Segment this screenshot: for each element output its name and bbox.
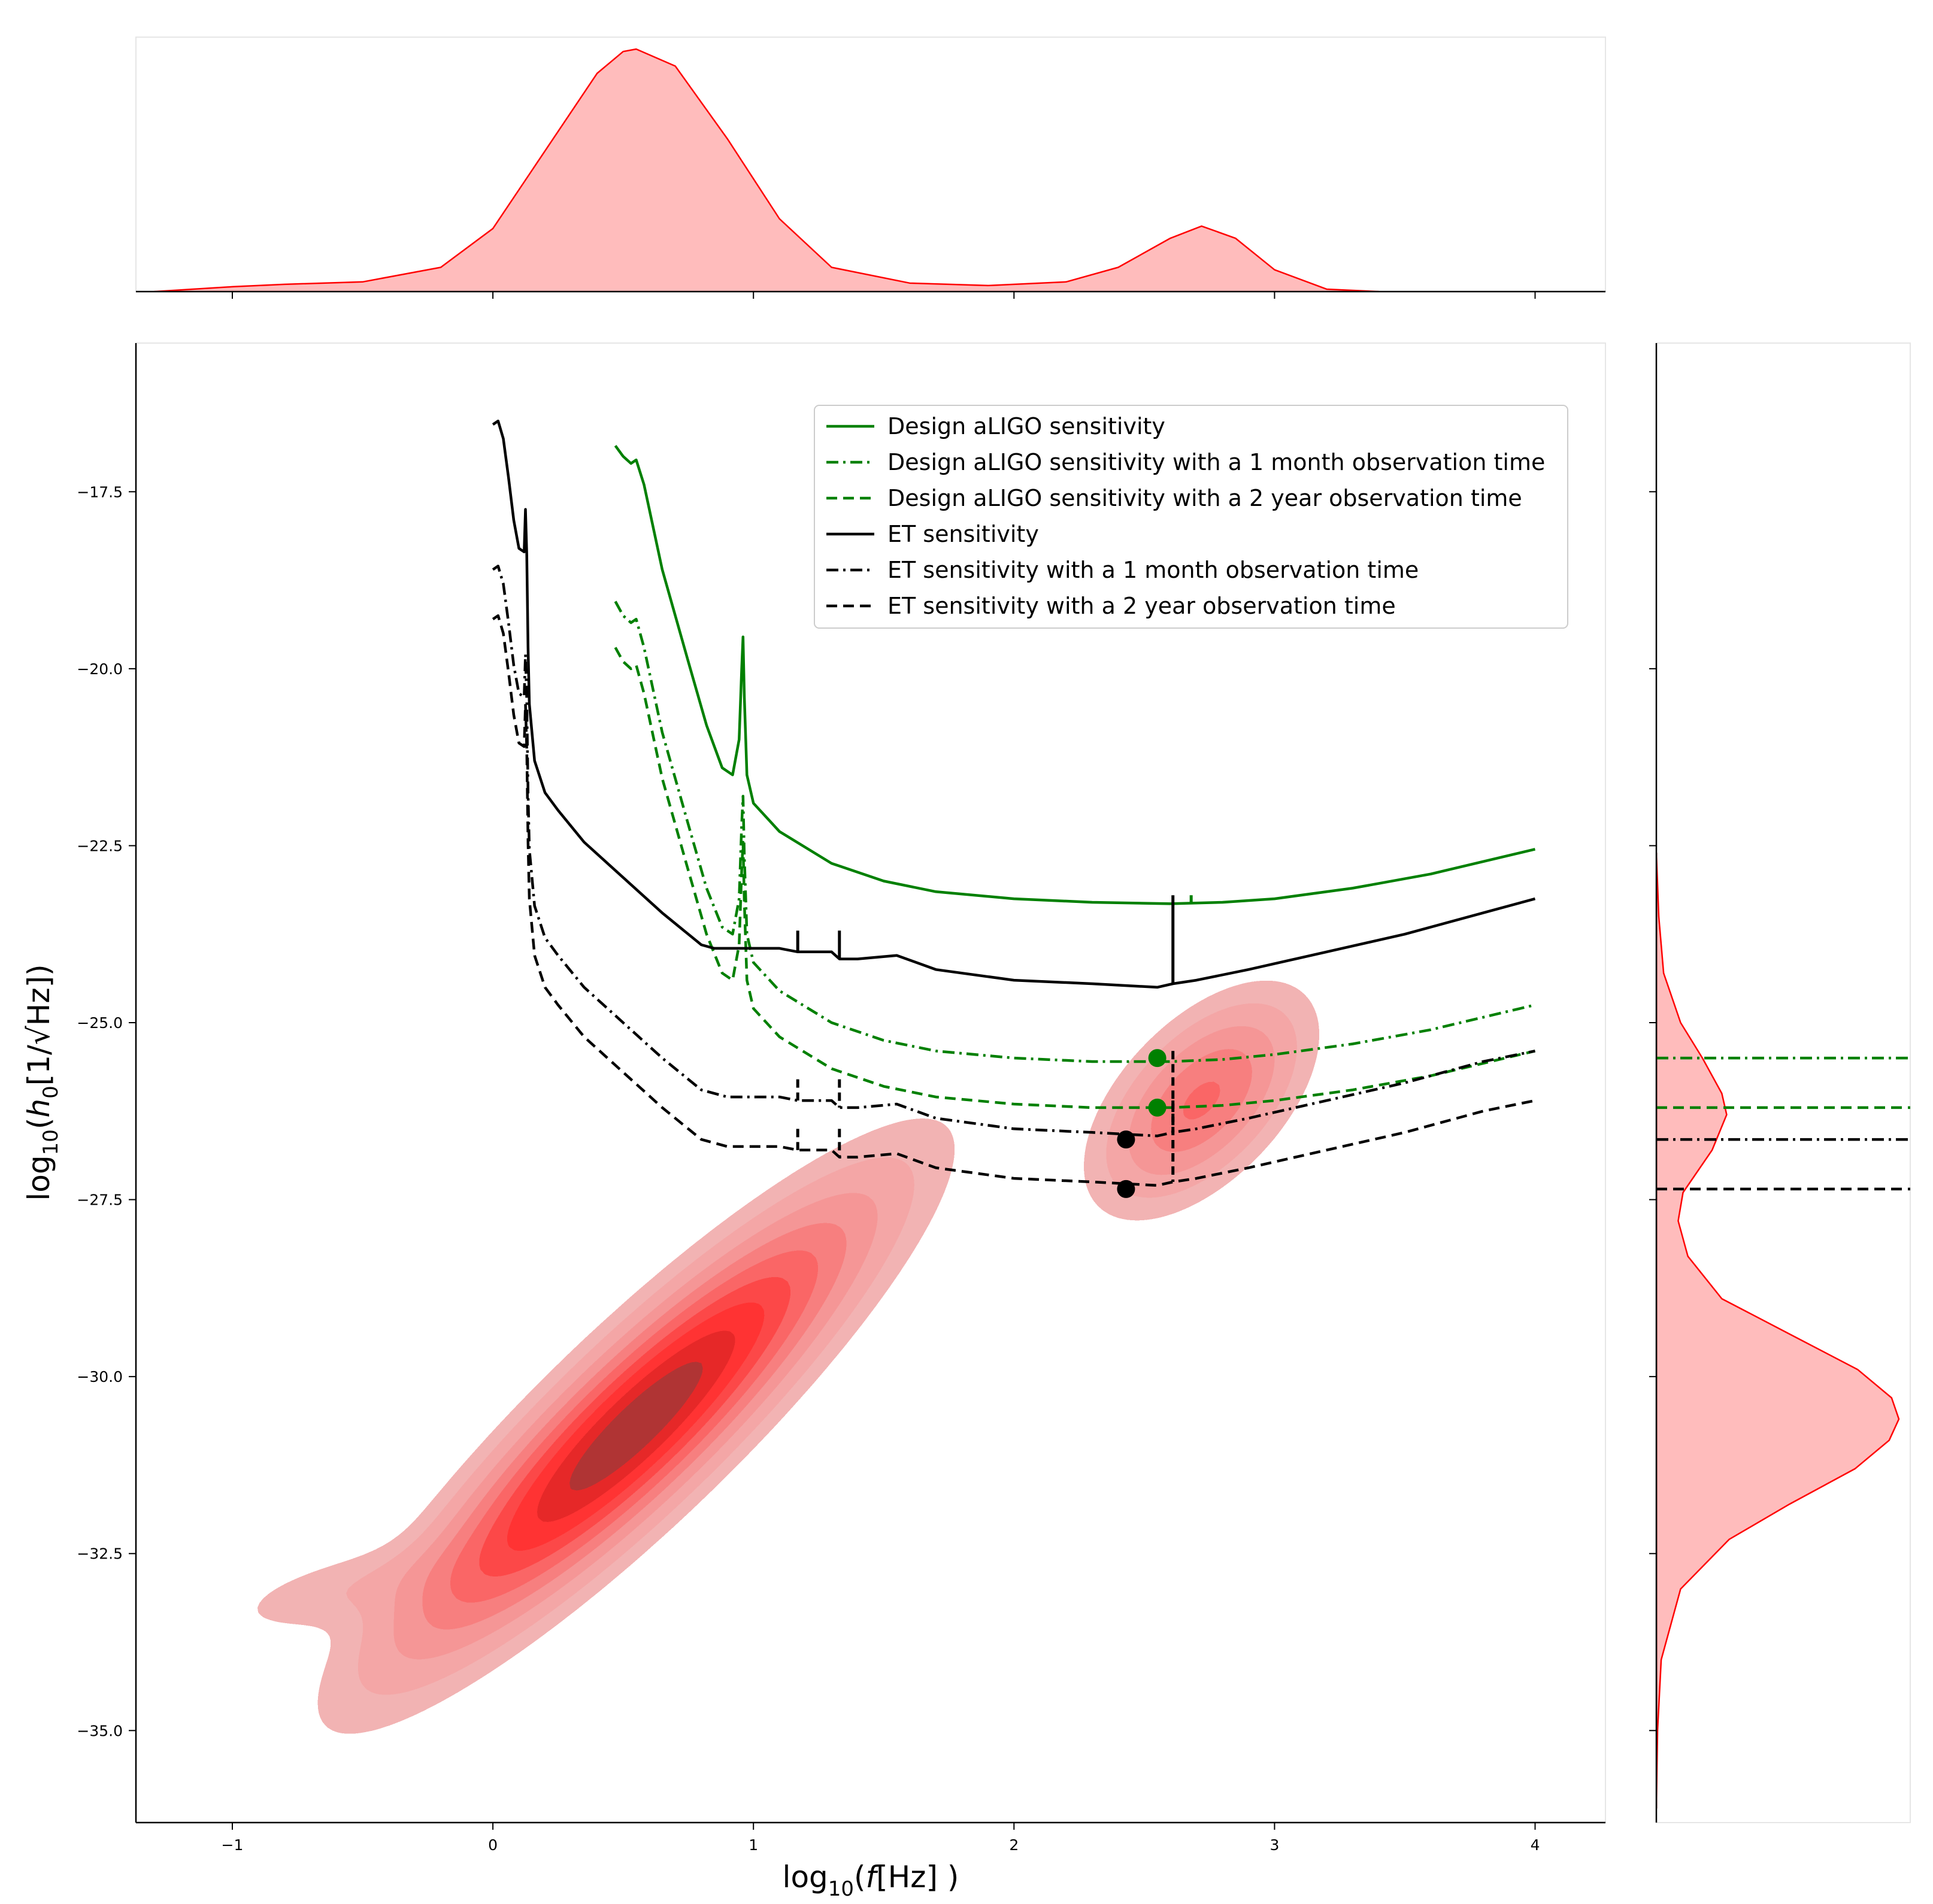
y-tick-label: −17.5 (77, 483, 123, 501)
series-line-4 (492, 419, 1536, 989)
legend-label-3: Design aLIGO sensitivity with a 2 year o… (887, 485, 1522, 511)
y-tick-label: −20.0 (77, 660, 123, 678)
series-line-1 (614, 445, 1536, 905)
x-axis-title-sub: 10 (828, 1877, 854, 1901)
y-tick-label: −30.0 (77, 1368, 123, 1385)
y-tick-label: −22.5 (77, 837, 123, 854)
kde-level-region (569, 1362, 703, 1491)
right-marginal-panel (1649, 342, 1911, 1823)
x-tick-label: 1 (749, 1836, 758, 1854)
y-axis-ticks: −17.5 −20.0 −22.5 −25.0 −27.5 −30.0 −32.5 −35.0 (77, 483, 136, 1739)
series-line-6 (492, 614, 1535, 1187)
series-line-3 (614, 647, 1536, 1109)
x-axis-ticks: −1 0 1 2 3 4 (222, 1823, 1540, 1854)
legend-label-1: Design aLIGO sensitivity (887, 413, 1165, 439)
x-tick-label: 2 (1009, 1836, 1019, 1854)
x-tick-label: 0 (488, 1836, 498, 1854)
legend-label-5: ET sensitivity with a 1 month observatio… (887, 557, 1419, 583)
y-tick-label: −32.5 (77, 1545, 123, 1563)
marker-point-4 (1117, 1180, 1135, 1198)
y-tick-label: −35.0 (77, 1722, 123, 1739)
marker-point-1 (1148, 1049, 1167, 1068)
sensitivity-curves (492, 419, 1536, 1187)
y-axis-title: log10(h0[1/√Hz]) (22, 964, 63, 1200)
marker-point-2 (1148, 1098, 1167, 1117)
right-marginal-fill (1656, 853, 1899, 1809)
top-marginal-panel (135, 37, 1606, 299)
sensitivity-points (1117, 1049, 1167, 1198)
x-axis-title: log10(f[Hz] ) (783, 1860, 959, 1901)
x-tick-label: −1 (222, 1836, 244, 1854)
top-marginal-fill (154, 49, 1379, 292)
legend-frame (814, 405, 1568, 629)
x-tick-label: 3 (1270, 1836, 1279, 1854)
legend-label-4: ET sensitivity (887, 521, 1039, 547)
y-axis-title-sub: 10 (39, 1129, 63, 1155)
marker-point-3 (1117, 1130, 1135, 1149)
legend-label-6: ET sensitivity with a 2 year observation… (887, 593, 1396, 619)
x-tick-label: 4 (1531, 1836, 1540, 1854)
legend: Design aLIGO sensitivity Design aLIGO sen… (814, 405, 1568, 629)
y-tick-label: −27.5 (77, 1191, 123, 1209)
series-line-2 (614, 601, 1536, 1063)
y-tick-label: −25.0 (77, 1014, 123, 1032)
right-marginal-curve (1656, 853, 1900, 1809)
top-marginal-curve (154, 48, 1379, 292)
legend-label-2: Design aLIGO sensitivity with a 1 month … (887, 449, 1545, 475)
kde-contours (257, 980, 1320, 1734)
kde-level-9 (569, 1362, 703, 1491)
top-marginal-frame (135, 37, 1606, 292)
